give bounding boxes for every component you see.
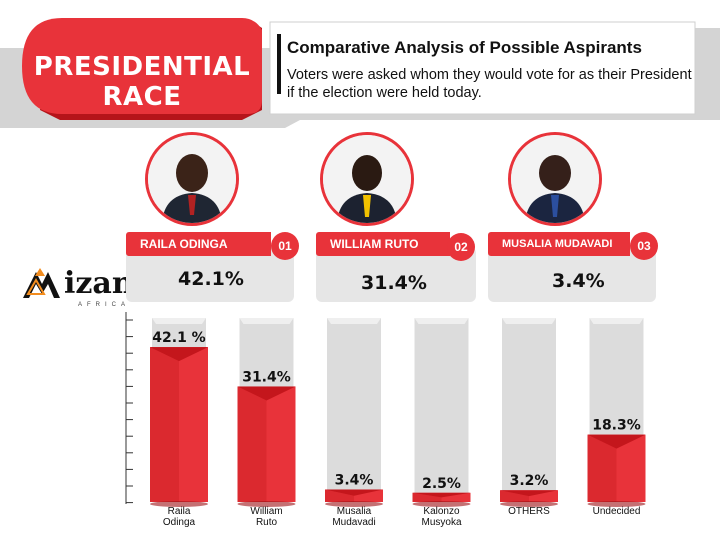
bar-shade: [150, 347, 179, 502]
candidate-name-3: MUSALIA MUDAVADI: [488, 232, 630, 256]
bar-bevel: [587, 434, 646, 449]
category-label: OTHERS: [508, 506, 550, 517]
bar-shade: [500, 490, 529, 502]
portrait-musalia-mudavadi-icon: [508, 132, 602, 226]
bar-background-top: [239, 318, 294, 324]
bar-base: [150, 501, 208, 507]
chart-value-labels: 42.1 % 31.4% 3.4% 2.5% 3.2% 18.3%: [152, 330, 641, 492]
bar-background-top: [327, 318, 381, 324]
page-title: Comparative Analysis of Possible Aspiran…: [287, 38, 642, 57]
bar-bevel: [412, 492, 471, 498]
category-label: William: [250, 506, 282, 517]
bar-background-top: [589, 318, 644, 324]
subtitle-line2: if the election were held today.: [287, 85, 482, 101]
logo-subtext: AFRICA: [78, 302, 131, 308]
candidate-card-1: [126, 247, 294, 302]
logo-mark-icon: [23, 268, 60, 298]
bar-value-label: 2.5%: [422, 476, 461, 492]
bar: [150, 347, 208, 502]
candidate-percent-3: 3.4%: [552, 270, 605, 292]
bar-shade: [412, 492, 442, 502]
race-title-line1: PRESIDENTIAL: [33, 52, 251, 82]
category-label: Undecided: [593, 506, 641, 517]
category-label: Odinga: [163, 517, 196, 528]
bar: [237, 386, 296, 502]
bar-shade: [237, 386, 267, 502]
bar-shade: [325, 489, 354, 502]
bar-value-label: 42.1 %: [152, 330, 205, 346]
bar-value-label: 3.2%: [510, 473, 549, 489]
bar-bevel: [325, 489, 383, 496]
candidate-name-2: WILLIAM RUTO: [316, 232, 450, 256]
bar-shade: [587, 434, 617, 502]
bar-background-top: [502, 318, 556, 324]
bar-base: [587, 501, 646, 507]
bar-value-label: 18.3%: [592, 418, 641, 434]
bar-value-label: 3.4%: [335, 472, 374, 488]
candidate-percent-2: 31.4%: [361, 272, 427, 294]
candidate-number-2: 02: [447, 233, 475, 261]
category-label: Raila: [168, 506, 191, 517]
race-title: PRESIDENTIAL RACE: [24, 52, 260, 112]
chart-axis: [125, 312, 133, 504]
bar-base: [500, 501, 558, 507]
portrait-william-ruto-icon: [320, 132, 414, 226]
candidate-percent-1: 42.1%: [178, 268, 244, 290]
candidate-card-3: [488, 247, 656, 302]
bar-background: [327, 318, 381, 502]
bar-base: [412, 501, 471, 507]
bar-base: [325, 501, 383, 507]
race-title-line2: RACE: [102, 82, 182, 112]
candidate-number-1: 01: [271, 232, 299, 260]
mizani-logo: izani AFRICA: [20, 262, 145, 310]
bar-bevel: [500, 490, 558, 497]
category-label: Kalonzo: [423, 506, 460, 517]
category-label: Musalia: [337, 506, 372, 517]
chart-bars: [150, 318, 646, 507]
bar-bevel: [150, 347, 208, 362]
bar-background: [414, 318, 469, 502]
bar-background-top: [152, 318, 206, 324]
header-banner: [0, 18, 720, 128]
candidate-number-3: 03: [630, 232, 658, 260]
bar-background: [502, 318, 556, 502]
candidate-name-1: RAILA ODINGA: [126, 232, 271, 256]
category-label: Mudavadi: [332, 517, 375, 528]
bar-base: [237, 501, 296, 507]
candidate-card-2: [316, 247, 476, 302]
bar-background-top: [414, 318, 469, 324]
subtitle-line1: Voters were asked whom they would vote f…: [287, 67, 692, 83]
bar-bevel: [237, 386, 296, 401]
category-label: Musyoka: [421, 517, 461, 528]
bar-value-label: 31.4%: [242, 369, 291, 385]
portrait-raila-odinga-icon: [145, 132, 239, 226]
bar-chart: 42.1 % 31.4% 3.4% 2.5% 3.2% 18.3% RailaOdinga…: [125, 312, 646, 528]
category-label: Ruto: [256, 517, 278, 528]
page-subtitle: Voters were asked whom they would vote f…: [287, 66, 692, 102]
